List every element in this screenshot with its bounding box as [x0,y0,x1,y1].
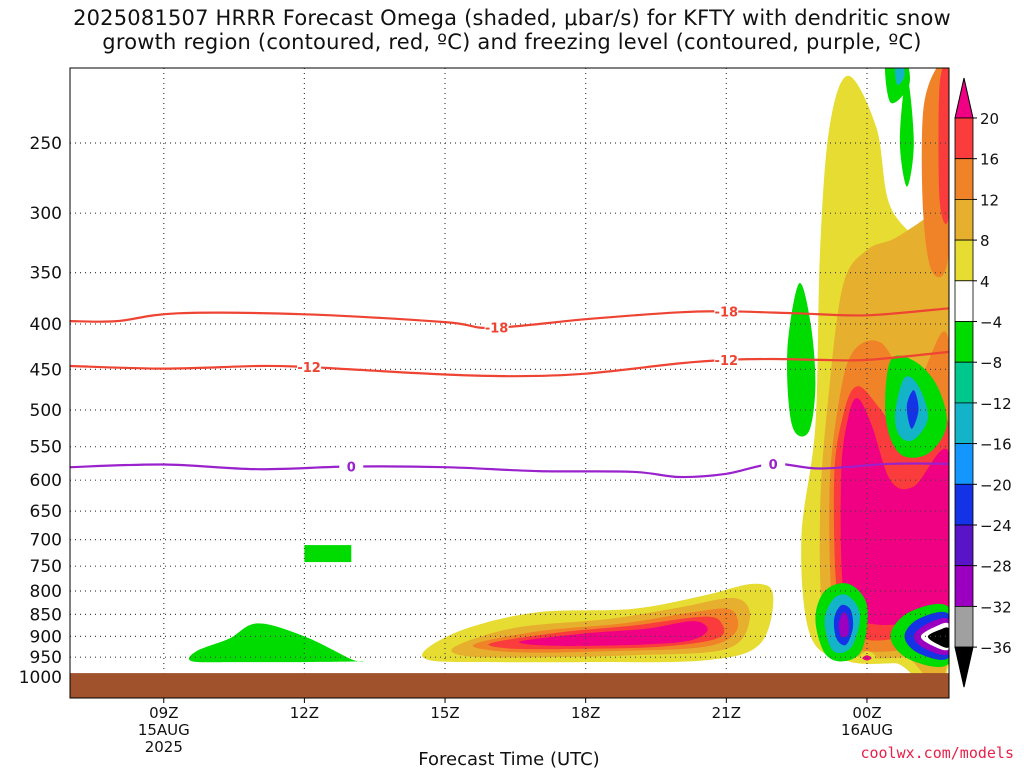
contour-layer: -18 -18 -12 -12 0 0 [70,304,949,479]
chart-title-line1: 2025081507 HRRR Forecast Omega (shaded, … [73,6,951,30]
contour-line--12 [70,350,949,378]
contour-line-0 [70,462,949,479]
colorbar-label--16: −16 [980,436,1012,454]
y-tick-label-600: 600 [30,471,62,491]
x-tick-sublabel: 16AUG [841,721,893,739]
y-tick-label-550: 550 [30,438,62,458]
colorbar-segment [954,117,974,160]
y-tick-label-700: 700 [30,531,62,551]
contour-label-bg [297,360,322,375]
colorbar-segment [954,280,974,322]
omega-positive-low-20 [519,621,708,646]
colorbar-segment [954,606,974,648]
omega-positive-top-16 [938,68,949,224]
colorbar: 20 16 12 8 4 −4 −8 −12 −16 −20 −24 −28 −32 −36 [954,77,1012,688]
y-tick-label-900: 900 [30,627,62,647]
colorbar-label--4: −4 [980,314,1002,332]
y-tick-label-400: 400 [30,315,62,335]
x-tick-sublabel: 2025 [145,738,183,756]
y-tick-label-1000: 1000 [19,668,62,688]
y-tick-label-850: 850 [30,605,62,625]
colorbar-segment [954,483,974,526]
colorbar-top-triangle [954,77,974,119]
y-tick-label-750: 750 [30,557,62,577]
colorbar-segment [954,524,974,567]
colorbar-segment [954,402,974,444]
x-tick-label-12Z: 12Z [290,704,319,722]
colorbar-label--28: −28 [980,558,1012,576]
omega-shading-layer [188,68,949,690]
colorbar-segment [954,565,974,607]
y-tick-label-950: 950 [30,648,62,668]
omega-negative-small-rect [304,545,352,563]
grid-lines [70,68,949,698]
colorbar-label-20: 20 [980,110,999,128]
colorbar-segment [954,239,974,282]
y-tick-label-800: 800 [30,582,62,602]
y-tick-label-300: 300 [30,204,62,224]
y-tick-label-250: 250 [30,134,62,154]
colorbar-label--8: −8 [980,354,1002,372]
colorbar-segment [954,321,974,363]
omega-negative-cell-b3 [906,390,919,429]
y-tick-label-500: 500 [30,401,62,421]
x-tick-sublabel: 15AUG [138,721,190,739]
colorbar-label-4: 4 [980,273,990,291]
chart-title-line2: growth region (contoured, red, ºC) and f… [102,30,922,54]
omega-negative-cell-e4 [838,612,849,638]
contour-label--18: -18 [485,321,509,336]
colorbar-segment [954,361,974,404]
contour-label-bg [714,304,739,319]
contour-label--12: -12 [297,361,321,376]
contour-line--18 [70,307,949,330]
contour-label-bg [339,459,364,474]
omega-negative-low-left [188,623,364,663]
x-axis-title: Forecast Time (UTC) [418,749,599,768]
x-tick-label-18Z: 18Z [571,704,600,722]
colorbar-label-16: 16 [980,151,999,169]
colorbar-label--36: −36 [980,639,1012,657]
colorbar-label--20: −20 [980,476,1012,494]
contour-label--12: -12 [715,354,739,369]
colorbar-segment [954,443,974,485]
contour-label-0: 0 [347,461,356,476]
contour-label-bg [484,320,509,335]
contour-label-0: 0 [769,458,778,473]
colorbar-segment [954,198,974,241]
omega-positive-upper-20 [840,398,949,627]
contour-label-bg [714,352,739,367]
x-tick-label-09Z: 09Z [149,704,178,722]
plot-frame [69,67,950,699]
colorbar-segment [954,158,974,200]
omega-negative-cell-f5 [927,627,949,648]
ground-layer [70,673,949,698]
ground-surface [70,673,949,698]
y-tick-label-650: 650 [30,502,62,522]
omega-negative-cell-d2 [894,68,905,86]
y-axis: 2503003504004505005506006507007508008509… [19,134,62,688]
colorbar-label-12: 12 [980,191,999,209]
colorbar-label--12: −12 [980,395,1012,413]
colorbar-label--24: −24 [980,517,1012,535]
contour-label--18: -18 [715,305,739,320]
colorbar-label-8: 8 [980,232,990,250]
x-tick-label-15Z: 15Z [430,704,459,722]
y-tick-label-350: 350 [30,264,62,284]
x-tick-label-00Z: 00Z [852,704,881,722]
omega-positive-small-b [862,655,872,661]
colorbar-label--32: −32 [980,598,1012,616]
source-credit: coolwx.com/models [860,744,1014,762]
omega-negative-cell-c [899,75,914,187]
colorbar-bottom-triangle [954,646,974,688]
contour-label-bg [761,456,786,471]
x-tick-label-21Z: 21Z [712,704,741,722]
y-tick-label-450: 450 [30,360,62,380]
